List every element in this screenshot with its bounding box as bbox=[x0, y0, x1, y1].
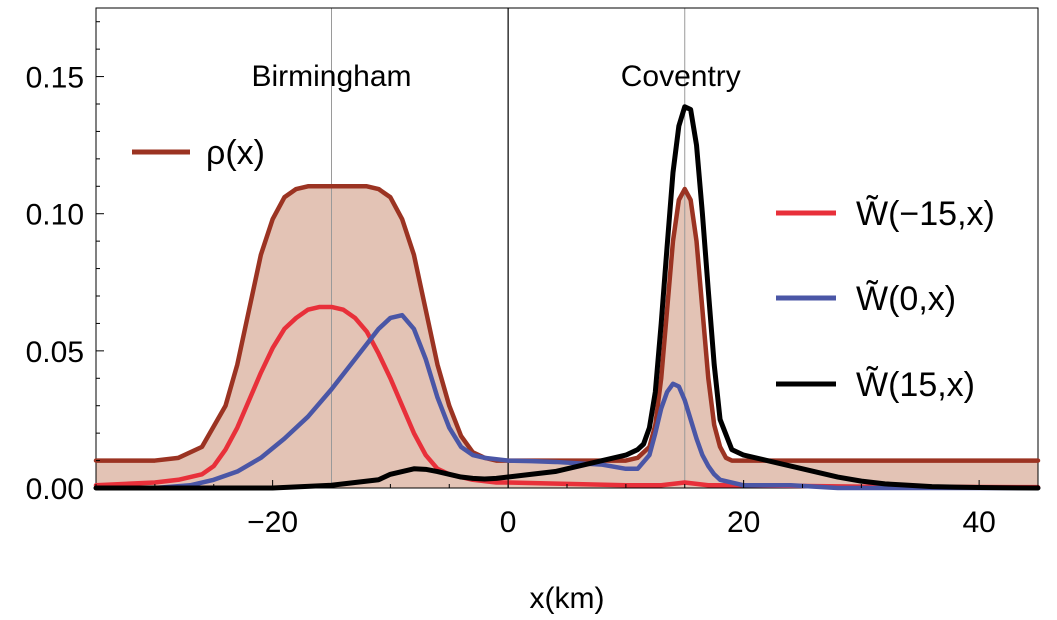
w-15-line bbox=[93, 104, 1041, 491]
axis-ticks: −20 0 20 40 0.00 0.05 0.10 0.15 bbox=[26, 21, 1039, 539]
y-tick-label: 0.00 bbox=[26, 473, 84, 506]
x-tick-label: 40 bbox=[962, 506, 995, 539]
y-tick-label: 0.05 bbox=[26, 336, 84, 369]
series-lines bbox=[93, 104, 1041, 491]
w-0-line bbox=[93, 312, 1041, 491]
legend-label-w-0: W̃(0,x) bbox=[856, 279, 956, 318]
legend-label-w-minus15: W̃(−15,x) bbox=[856, 194, 995, 233]
y-tick-label: 0.15 bbox=[26, 62, 84, 95]
w-minus15-line bbox=[93, 304, 1041, 490]
y-tick-label: 0.10 bbox=[26, 199, 84, 232]
city-annotations: Birmingham Coventry bbox=[251, 60, 740, 93]
legend-label-rho: ρ(x) bbox=[206, 134, 265, 172]
reference-lines bbox=[331, 8, 686, 488]
legend-label-w-15: W̃(15,x) bbox=[856, 365, 975, 404]
annotation-coventry: Coventry bbox=[621, 60, 741, 93]
x-tick-label: −20 bbox=[247, 506, 298, 539]
x-tick-label: 0 bbox=[500, 506, 517, 539]
x-axis-title: x(km) bbox=[530, 582, 605, 615]
legend: ρ(x) W̃(−15,x) W̃(0,x) W̃(15,x) bbox=[132, 134, 995, 404]
x-tick-label: 20 bbox=[727, 506, 760, 539]
annotation-birmingham: Birmingham bbox=[251, 60, 411, 93]
